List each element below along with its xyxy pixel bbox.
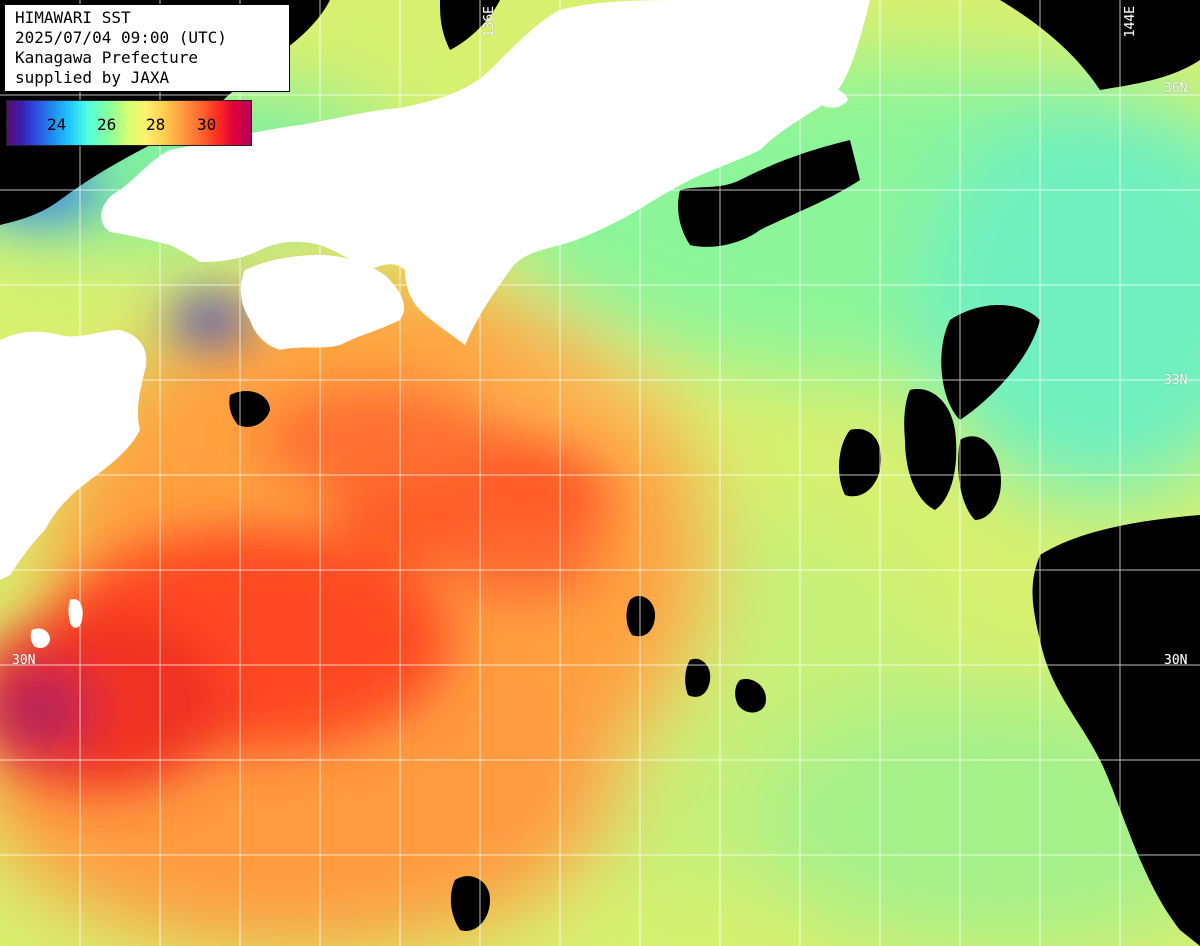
lat-label-33n: 33N <box>1164 373 1188 388</box>
lat-label-36n: 36N <box>1164 81 1188 96</box>
legend-tick-28: 28 <box>146 115 166 134</box>
lon-label-144e: 144E <box>1123 6 1138 38</box>
land-mass <box>0 0 871 648</box>
lat-label-30n-left: 30N <box>12 653 36 668</box>
map-title-box: HIMAWARI SST 2025/07/04 09:00 (UTC) Kana… <box>4 4 290 92</box>
legend-tick-26: 26 <box>97 115 117 134</box>
title-line-3: Kanagawa Prefecture <box>15 48 199 67</box>
lon-label-136e: 136E <box>482 6 497 38</box>
title-line-1: HIMAWARI SST <box>15 8 131 27</box>
lat-label-30n-right: 30N <box>1164 653 1188 668</box>
title-line-2: 2025/07/04 09:00 (UTC) <box>15 28 227 47</box>
title-line-4: supplied by JAXA <box>15 68 170 87</box>
legend-tick-30: 30 <box>197 115 217 134</box>
legend-tick-24: 24 <box>47 115 67 134</box>
color-scale-legend: 24 26 28 30 <box>6 100 252 146</box>
